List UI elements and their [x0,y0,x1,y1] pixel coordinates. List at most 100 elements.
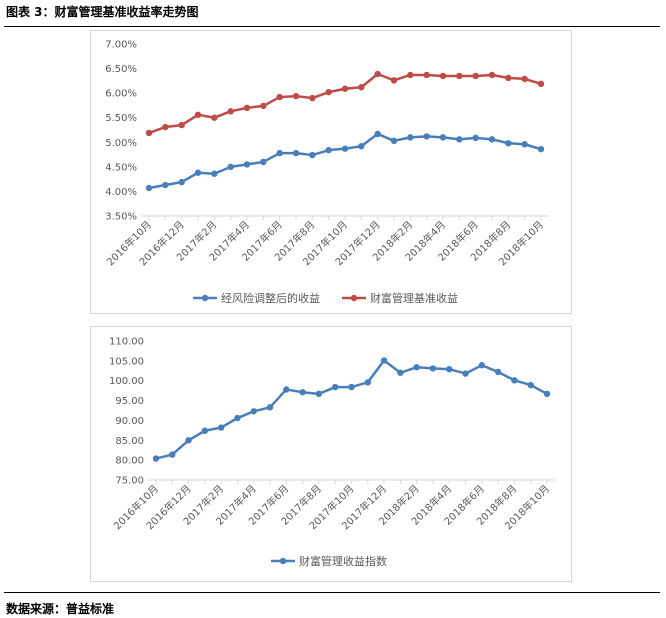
data-point [292,149,300,157]
data-point [472,72,479,80]
y-tick-label: 4.50% [105,162,137,173]
data-point [276,93,283,101]
y-tick-label: 95.00 [115,396,144,407]
data-point [332,383,339,391]
data-point [227,163,234,171]
data-point [194,111,202,118]
data-point [478,362,486,369]
data-point [374,130,381,138]
data-point [243,161,251,168]
data-point [423,133,430,140]
data-point [521,141,528,148]
data-point [276,149,283,157]
y-tick-label: 110.00 [109,337,144,348]
data-point [227,108,234,115]
data-point [397,369,404,376]
data-point [217,424,225,431]
legend-label: 经风险调整后的收益 [221,291,320,305]
data-point [194,169,202,176]
legend-label: 财富管理基准收益 [370,291,458,305]
series-line [148,132,542,190]
data-point [456,72,463,80]
data-point [292,92,300,100]
data-point [494,368,502,376]
data-point [472,134,479,142]
data-point [390,77,398,84]
data-point [211,114,218,121]
data-point [462,370,469,377]
data-point [201,427,209,434]
data-source-note: 数据来源：普益标准 [6,602,115,616]
data-point [145,184,153,192]
data-point [390,137,398,145]
y-tick-label: 90.00 [115,416,144,427]
data-point [439,134,447,141]
y-tick-label: 85.00 [115,436,144,447]
data-point [260,158,267,166]
data-point [315,390,323,398]
data-point [407,71,414,79]
data-point [521,75,528,83]
data-point [456,136,463,143]
data-point [537,145,545,153]
y-tick-label: 6.00% [105,89,137,100]
chart-bottom-svg: 75.00 80.00 85.00 90.00 95.00 100.00 105.00 110… [109,337,555,568]
data-point [211,170,218,177]
data-point [283,386,290,393]
data-point [152,455,160,462]
data-point [266,404,274,411]
data-point [505,74,512,82]
data-point [185,437,192,444]
data-point [162,181,169,189]
data-point [511,377,518,384]
data-point [234,414,241,422]
data-point [364,379,371,386]
data-point [325,88,332,96]
data-point [488,136,496,143]
y-tick-label: 7.00% [105,40,137,51]
y-tick-label: 6.50% [105,64,137,75]
bottom-rule [4,592,660,593]
data-point [446,365,453,373]
data-point [374,70,381,78]
data-point [260,102,267,110]
chart-panel-top: 3.50% 4.00% 4.50% 5.00% 5.50% 6.00% 6.50% 7.00%… [90,30,572,314]
data-point [325,146,332,154]
data-point [439,72,447,80]
legend-marker [350,294,358,302]
y-tick-label: 4.00% [105,187,137,198]
figure-title: 图表 3：财富管理基准收益率走势图 [6,5,199,19]
data-point [505,140,512,147]
data-point [309,94,316,102]
legend-label: 财富管理收益指数 [299,554,387,568]
data-point [488,71,496,79]
data-point [178,178,185,186]
data-point [250,408,257,415]
data-point [341,145,349,152]
legend-marker [201,294,209,302]
series-line [148,72,542,135]
y-tick-label: 75.00 [115,476,144,487]
y-tick-label: 100.00 [109,376,144,387]
chart-panel-bottom: 75.00 80.00 85.00 90.00 95.00 100.00 105.00 110… [90,326,572,582]
data-point [309,151,316,159]
data-point [243,104,251,112]
data-point [299,389,306,396]
data-point [413,364,420,371]
data-point [543,390,551,398]
data-point [358,143,365,150]
data-point [145,129,153,137]
y-tick-label: 3.50% [105,212,137,223]
data-point [407,134,414,141]
data-point [423,71,430,79]
chart-top-svg: 3.50% 4.00% 4.50% 5.00% 5.50% 6.00% 6.50% 7.00%… [104,40,549,305]
legend-marker [279,557,287,565]
series-line [155,359,548,460]
data-point [341,85,349,92]
data-point [380,357,388,364]
data-point [537,80,545,88]
y-tick-label: 5.00% [105,138,137,149]
y-tick-label: 80.00 [115,456,144,467]
data-point [527,381,534,389]
data-point [178,121,185,129]
